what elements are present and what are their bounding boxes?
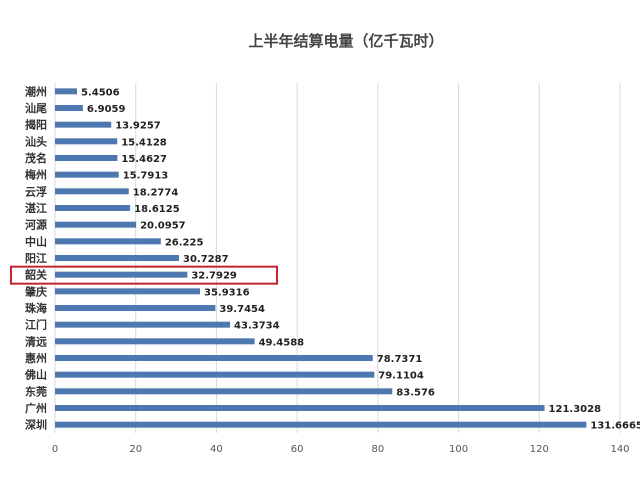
bar	[55, 405, 545, 411]
highlight-box	[10, 265, 278, 285]
bar	[55, 88, 77, 95]
category-label: 惠州	[25, 351, 47, 365]
value-label: 35.9316	[204, 287, 250, 298]
value-label: 30.7287	[183, 254, 229, 265]
bar	[55, 171, 119, 178]
value-label: 83.576	[396, 387, 435, 398]
category-label: 珠海	[25, 301, 47, 315]
bar	[55, 238, 161, 245]
bar	[55, 138, 118, 145]
chart-title: 上半年结算电量（亿千瓦时）	[248, 32, 443, 50]
bar	[55, 371, 375, 378]
category-label: 佛山	[24, 368, 47, 382]
bar	[55, 221, 137, 228]
category-label: 阳江	[25, 251, 47, 265]
bar	[55, 188, 129, 195]
category-label: 汕尾	[25, 101, 47, 115]
bar	[55, 105, 83, 111]
value-label: 18.2774	[133, 187, 179, 198]
value-label: 20.0957	[140, 221, 186, 232]
bar	[55, 305, 216, 311]
x-tick-label: 140	[610, 444, 629, 455]
category-label: 潮州	[25, 84, 47, 98]
value-label: 39.7454	[219, 304, 265, 315]
x-tick-label: 100	[449, 444, 468, 455]
label-layer: 0 20 40 60 80 100 120 140 潮州 5.4506 汕尾 6.9059 揭阳 13.9…	[10, 84, 640, 455]
bar	[55, 255, 180, 261]
value-label: 78.7371	[377, 354, 423, 365]
value-label: 26.225	[165, 237, 204, 248]
category-label: 河源	[25, 218, 47, 232]
value-label: 32.7929	[191, 271, 237, 282]
value-label: 15.7913	[123, 171, 169, 182]
x-tick-label: 20	[129, 444, 142, 455]
value-label: 5.4506	[81, 87, 120, 98]
bar	[55, 288, 201, 295]
value-label: 43.3734	[234, 321, 280, 332]
category-label: 汕头	[25, 134, 47, 148]
bar	[55, 271, 188, 278]
value-label: 18.6125	[134, 204, 180, 215]
bar	[55, 205, 131, 211]
value-label: 131.6665	[590, 421, 640, 432]
x-tick-label: 60	[291, 444, 304, 455]
bar	[55, 155, 118, 161]
value-label: 121.3028	[549, 404, 602, 415]
category-label: 云浮	[25, 184, 47, 198]
category-label: 茂名	[25, 151, 47, 165]
x-tick-label: 120	[530, 444, 549, 455]
category-label: 清远	[25, 334, 47, 348]
category-label: 江门	[25, 318, 47, 332]
bar	[55, 388, 393, 395]
bar	[55, 421, 587, 428]
bar	[55, 355, 373, 361]
category-label: 深圳	[25, 418, 47, 432]
x-tick-label: 0	[52, 444, 58, 455]
bar	[55, 338, 255, 345]
category-label: 梅州	[25, 168, 47, 182]
bar-layer	[55, 88, 587, 428]
grid-layer	[54, 83, 621, 433]
category-label: 中山	[25, 234, 47, 248]
value-label: 49.4588	[259, 337, 305, 348]
value-label: 13.9257	[115, 121, 161, 132]
category-label: 东莞	[25, 384, 47, 398]
category-label: 揭阳	[25, 118, 47, 132]
category-label: 湛江	[25, 201, 47, 215]
x-tick-label: 40	[210, 444, 223, 455]
bar	[55, 121, 112, 128]
bar	[55, 321, 231, 328]
category-label: 韶关	[25, 268, 47, 282]
value-label: 79.1104	[378, 371, 424, 382]
value-label: 15.4128	[121, 137, 167, 148]
value-label: 15.4627	[121, 154, 167, 165]
category-label: 广州	[25, 401, 47, 415]
x-tick-label: 80	[371, 444, 384, 455]
category-label: 肇庆	[24, 284, 47, 298]
value-label: 6.9059	[87, 104, 126, 115]
